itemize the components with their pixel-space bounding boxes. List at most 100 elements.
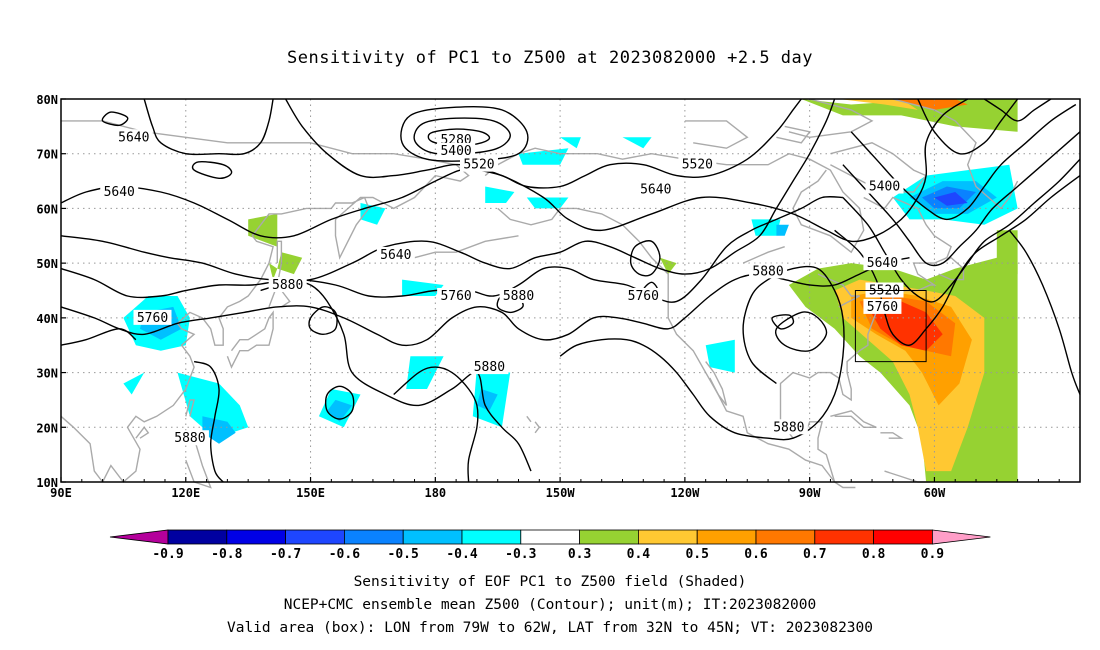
contour-label: 5760 bbox=[137, 311, 168, 326]
contour-label: 5760 bbox=[628, 289, 659, 304]
contour-label-bg bbox=[437, 142, 476, 158]
colorbar-tick-label: -0.8 bbox=[211, 547, 242, 562]
contour-label: 5520 bbox=[682, 158, 713, 173]
lon-label: 90W bbox=[799, 486, 821, 500]
contour-label-bg bbox=[376, 246, 415, 262]
contour-5880-loop-150e bbox=[308, 306, 338, 336]
contour-label-bg bbox=[133, 309, 172, 325]
contour-label: 5880 bbox=[503, 289, 534, 304]
contour-label-bg bbox=[100, 184, 139, 200]
coast-arctic-islands bbox=[776, 125, 811, 144]
contour-label-bg bbox=[170, 430, 209, 446]
contour-label-bg bbox=[863, 298, 902, 314]
contour-5640-lake-loop bbox=[191, 160, 233, 180]
lon-label: 150E bbox=[296, 486, 325, 500]
lat-label: 70N bbox=[36, 148, 58, 162]
shade-arctic-cyan bbox=[560, 137, 581, 149]
colorbar-high-arrow bbox=[932, 529, 991, 545]
caption-valid-area: Valid area (box): LON from 79W to 62W, L… bbox=[226, 620, 873, 636]
shade-beaufort-cyan bbox=[622, 137, 652, 149]
colorbar-bin bbox=[285, 529, 345, 545]
shade-alaska-south bbox=[526, 197, 569, 209]
colorbar-low-arrow bbox=[109, 529, 169, 545]
coast-hawaii2 bbox=[526, 415, 532, 423]
plot-area: 5280540055205400552056405640564056405640… bbox=[36, 93, 1081, 500]
contour-label: 5880 bbox=[773, 420, 804, 435]
contour-5520-siberia bbox=[143, 98, 274, 156]
coast-greenland bbox=[892, 98, 1019, 210]
coast-bay-bengal bbox=[60, 415, 104, 483]
lon-label: 90E bbox=[50, 486, 72, 500]
lat-label: 40N bbox=[36, 312, 58, 326]
colorbar-bin bbox=[402, 529, 463, 545]
contour-label-bg bbox=[624, 287, 663, 303]
coast-na-east bbox=[779, 196, 952, 483]
contour-5640-mid bbox=[60, 98, 836, 282]
plot-frame bbox=[60, 98, 1081, 483]
contour-labels: 5280540055205400552056405640564056405640… bbox=[100, 129, 904, 446]
coast-alaska-canada-north bbox=[484, 147, 865, 254]
shade-greenland-red bbox=[892, 99, 968, 110]
contour-label: 5880 bbox=[474, 360, 505, 375]
lat-label: 10N bbox=[36, 476, 58, 490]
lat-label: 30N bbox=[36, 367, 58, 381]
contour-5640-top-loop bbox=[101, 111, 129, 127]
contour-label: 5640 bbox=[118, 130, 149, 145]
contour-label: 5880 bbox=[272, 278, 303, 293]
contour-5160-atlantic bbox=[983, 98, 1052, 122]
contour-5880-east-atlantic bbox=[1008, 229, 1081, 395]
colorbar-bin bbox=[873, 529, 933, 545]
contour-5520-atlantic bbox=[842, 131, 1081, 267]
contour-label: 5760 bbox=[867, 300, 898, 315]
contour-label: 5520 bbox=[869, 284, 900, 299]
contour-label: 5760 bbox=[440, 289, 471, 304]
lat-label: 20N bbox=[36, 421, 58, 435]
lon-label: 180 bbox=[424, 486, 446, 500]
lon-label: 120W bbox=[670, 486, 700, 500]
colorbar-tick-label: 0.3 bbox=[568, 547, 591, 562]
caption-shading: Sensitivity of EOF PC1 to Z500 field (Sh… bbox=[353, 574, 747, 590]
colorbar-bin bbox=[520, 529, 580, 545]
contour-label: 5400 bbox=[440, 144, 471, 159]
coast-aleutians bbox=[414, 235, 519, 259]
coast-east-asia bbox=[61, 120, 470, 484]
contour-label-bg bbox=[863, 255, 902, 271]
colorbar-bin bbox=[755, 529, 816, 545]
contour-label: 5640 bbox=[380, 248, 411, 263]
colorbar-tick-label: -0.4 bbox=[446, 547, 477, 562]
lon-label: 120E bbox=[171, 486, 200, 500]
colorbar-bin bbox=[343, 529, 404, 545]
shade-eastchina-cyan bbox=[177, 372, 249, 439]
contour-5880-asia-south bbox=[193, 360, 224, 483]
coast-lake-winnipeg bbox=[742, 246, 785, 264]
colorbar-bin bbox=[167, 529, 228, 545]
contour-5880-pacific bbox=[260, 281, 532, 472]
lat-label: 80N bbox=[36, 93, 58, 107]
colorbar-bin bbox=[579, 529, 639, 545]
shade-mexico-cyan bbox=[705, 339, 735, 373]
colorbar-bin bbox=[461, 529, 522, 545]
shade-china-south bbox=[123, 372, 145, 395]
contour-label: 5400 bbox=[869, 180, 900, 195]
contour-5760-atlantic bbox=[834, 175, 1081, 346]
colorbar-bin bbox=[696, 529, 757, 545]
colorbar-tick-label: 0.6 bbox=[744, 547, 768, 562]
coast-japan-honshu bbox=[226, 310, 274, 369]
contour-5880-dateline-south bbox=[393, 366, 479, 483]
contour-label: 5880 bbox=[174, 431, 205, 446]
map-title: Sensitivity of PC1 to Z500 at 2023082000… bbox=[286, 48, 813, 68]
valid-area-box bbox=[854, 290, 927, 363]
contour-5880-small-loop bbox=[324, 385, 355, 420]
colorbar-tick-label: 0.8 bbox=[862, 547, 886, 562]
colorbar-bin bbox=[226, 529, 287, 545]
caption-contour: NCEP+CMC ensemble mean Z500 (Contour); u… bbox=[283, 597, 817, 613]
lat-label: 60N bbox=[36, 202, 58, 216]
contour-5880-high-center bbox=[775, 311, 828, 352]
contour-5880-high-inner bbox=[771, 314, 795, 330]
contour-label-bg bbox=[865, 178, 904, 194]
colorbar-tick-label: 0.4 bbox=[627, 547, 651, 562]
shade-labrador-core bbox=[934, 192, 968, 206]
colorbar-bin bbox=[814, 529, 874, 545]
coast-sakhalin bbox=[276, 240, 283, 286]
